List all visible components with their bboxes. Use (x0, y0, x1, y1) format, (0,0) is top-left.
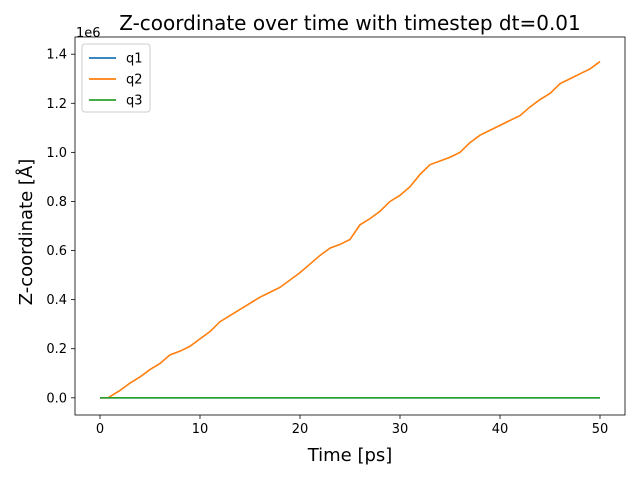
x-tick-label: 50 (592, 422, 609, 437)
legend: q1 q2 q3 (81, 43, 151, 113)
axes-frame (74, 36, 626, 416)
legend-label-q2: q2 (126, 73, 143, 88)
x-tick-label: 40 (492, 422, 509, 437)
x-axis-label: Time [ps] (307, 445, 393, 466)
x-tick-label: 20 (292, 422, 309, 437)
x-tick-label: 0 (96, 422, 104, 437)
y-offset-label: 1e6 (76, 26, 101, 41)
chart-title: Z-coordinate over time with timestep dt=… (119, 11, 581, 35)
y-tick-label: 1.2 (46, 97, 67, 112)
y-tick-label: 1.0 (46, 146, 67, 161)
x-tick-label: 30 (392, 422, 409, 437)
plot-area (74, 36, 626, 416)
series-line-q2 (100, 60, 601, 399)
y-axis-ticks: 0.0 0.2 0.4 0.6 0.8 1.0 1.2 1.4 (46, 48, 75, 406)
y-tick-label: 0.6 (46, 244, 67, 259)
x-axis-ticks: 0 10 20 30 40 50 (96, 415, 608, 437)
y-tick-label: 0.2 (46, 342, 67, 357)
legend-box (81, 43, 151, 113)
y-axis-label: Z-coordinate [Å] (15, 159, 37, 306)
y-tick-label: 1.4 (46, 48, 67, 63)
legend-label-q1: q1 (126, 52, 143, 67)
x-tick-label: 10 (192, 422, 209, 437)
y-tick-label: 0.8 (46, 195, 67, 210)
legend-label-q3: q3 (126, 94, 143, 109)
y-tick-label: 0.0 (46, 391, 67, 406)
y-tick-label: 0.4 (46, 293, 67, 308)
